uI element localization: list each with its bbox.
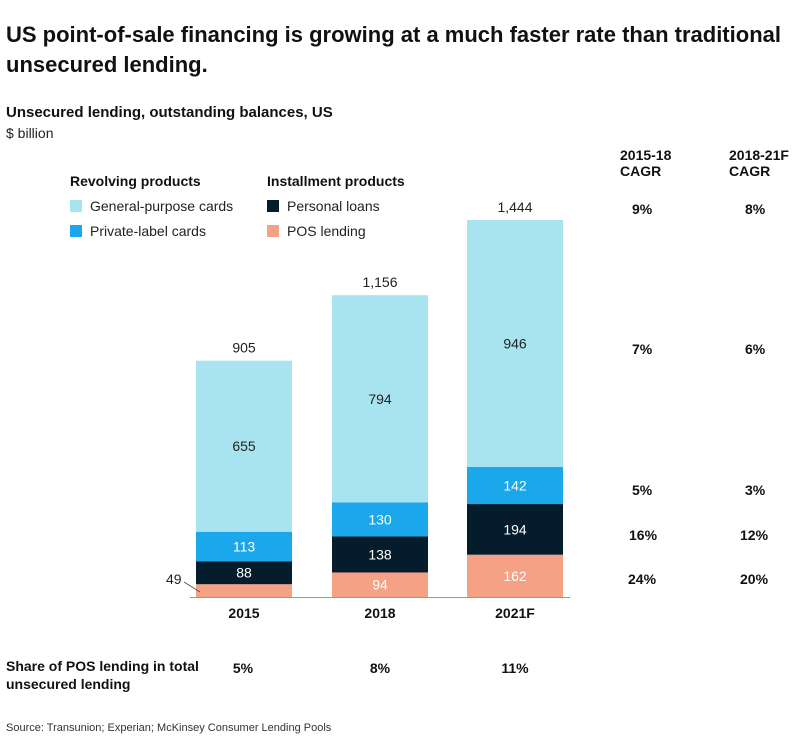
legend-revolving-title: Revolving products bbox=[70, 173, 201, 189]
cagr-general-purpose-2015-18: 7% bbox=[632, 341, 653, 357]
data-label-general-purpose-cards-2021f: 946 bbox=[503, 335, 527, 351]
share-value-2015: 5% bbox=[232, 660, 254, 676]
data-label-private-label-cards-2018: 130 bbox=[368, 511, 392, 527]
share-of-pos-label: Share of POS lending in total unsecured … bbox=[6, 658, 199, 692]
legend-installment-title: Installment products bbox=[267, 173, 405, 189]
unit-label: $ billion bbox=[6, 125, 54, 141]
data-label-pos-lending-2021f: 162 bbox=[503, 568, 527, 584]
cagr-personal-loans-2015-18: 16% bbox=[629, 527, 658, 543]
cagr-total-2018-21f: 8% bbox=[745, 201, 766, 217]
legend-swatch bbox=[267, 225, 279, 237]
data-label-personal-loans-2018: 138 bbox=[368, 546, 392, 562]
bar-segment-private-label-cards-2021f bbox=[467, 466, 563, 505]
data-label-personal-loans-2015: 88 bbox=[236, 565, 252, 581]
bar-segment-private-label-cards-2015 bbox=[196, 531, 292, 562]
cagr-header-2018-21f: 2018-21F CAGR bbox=[729, 147, 789, 179]
legend-label: Private-label cards bbox=[90, 223, 206, 239]
chart-subtitle: Unsecured lending, outstanding balances,… bbox=[6, 104, 333, 121]
leader-line-pos-lending-2015 bbox=[183, 581, 201, 593]
legend-item-personal-loans: Personal loans bbox=[267, 198, 380, 214]
legend-item-private-label-cards: Private-label cards bbox=[70, 223, 206, 239]
x-tick-label-2018: 2018 bbox=[364, 605, 395, 621]
source-note: Source: Transunion; Experian; McKinsey C… bbox=[6, 722, 332, 734]
legend-label: Personal loans bbox=[287, 198, 380, 214]
total-label-2021f: 1,444 bbox=[497, 199, 532, 215]
data-label-private-label-cards-2015: 113 bbox=[233, 538, 256, 554]
x-tick-label-2015: 2015 bbox=[228, 605, 259, 621]
cagr-total-2015-18: 9% bbox=[632, 201, 653, 217]
cagr-header-2015-18: 2015-18 CAGR bbox=[620, 147, 672, 179]
bar-segment-general-purpose-cards-2018 bbox=[332, 295, 428, 503]
legend-swatch bbox=[70, 225, 82, 237]
total-label-2015: 905 bbox=[232, 340, 256, 356]
cagr-personal-loans-2018-21f: 12% bbox=[740, 527, 769, 543]
cagr-pos-lending-2018-21f: 20% bbox=[740, 571, 769, 587]
legend-swatch bbox=[267, 200, 279, 212]
data-label-general-purpose-cards-2018: 794 bbox=[368, 391, 392, 407]
legend-swatch bbox=[70, 200, 82, 212]
data-label-private-label-cards-2021f: 142 bbox=[503, 478, 527, 494]
bar-segment-private-label-cards-2018 bbox=[332, 502, 428, 537]
bar-segment-personal-loans-2015 bbox=[196, 561, 292, 585]
legend-label: General-purpose cards bbox=[90, 198, 234, 214]
bar-segment-general-purpose-cards-2015 bbox=[196, 360, 292, 532]
data-label-personal-loans-2021f: 194 bbox=[503, 521, 527, 537]
x-tick-label-2021f: 2021F bbox=[495, 605, 535, 621]
cagr-pos-lending-2015-18: 24% bbox=[628, 571, 657, 587]
cagr-private-label-2018-21f: 3% bbox=[745, 482, 766, 498]
data-label-pos-lending-2015: 49 bbox=[166, 571, 182, 587]
share-value-2021f: 11% bbox=[501, 660, 529, 676]
bar-segment-pos-lending-2015 bbox=[196, 584, 292, 597]
data-label-general-purpose-cards-2015: 655 bbox=[232, 438, 256, 454]
bar-segment-general-purpose-cards-2021f bbox=[467, 220, 563, 467]
bar-segment-pos-lending-2018 bbox=[332, 572, 428, 597]
chart-title: US point-of-sale financing is growing at… bbox=[6, 22, 781, 77]
cagr-private-label-2015-18: 5% bbox=[632, 482, 653, 498]
bar-segment-personal-loans-2021f bbox=[467, 504, 563, 555]
share-value-2018: 8% bbox=[369, 660, 391, 676]
legend-item-pos-lending: POS lending bbox=[267, 223, 366, 239]
legend-label: POS lending bbox=[287, 223, 366, 239]
bar-segment-pos-lending-2021f bbox=[467, 554, 563, 597]
cagr-general-purpose-2018-21f: 6% bbox=[745, 341, 766, 357]
legend-item-general-purpose-cards: General-purpose cards bbox=[70, 198, 233, 214]
bar-segment-personal-loans-2018 bbox=[332, 536, 428, 573]
total-label-2018: 1,156 bbox=[362, 274, 397, 290]
data-label-pos-lending-2018: 94 bbox=[372, 577, 388, 593]
